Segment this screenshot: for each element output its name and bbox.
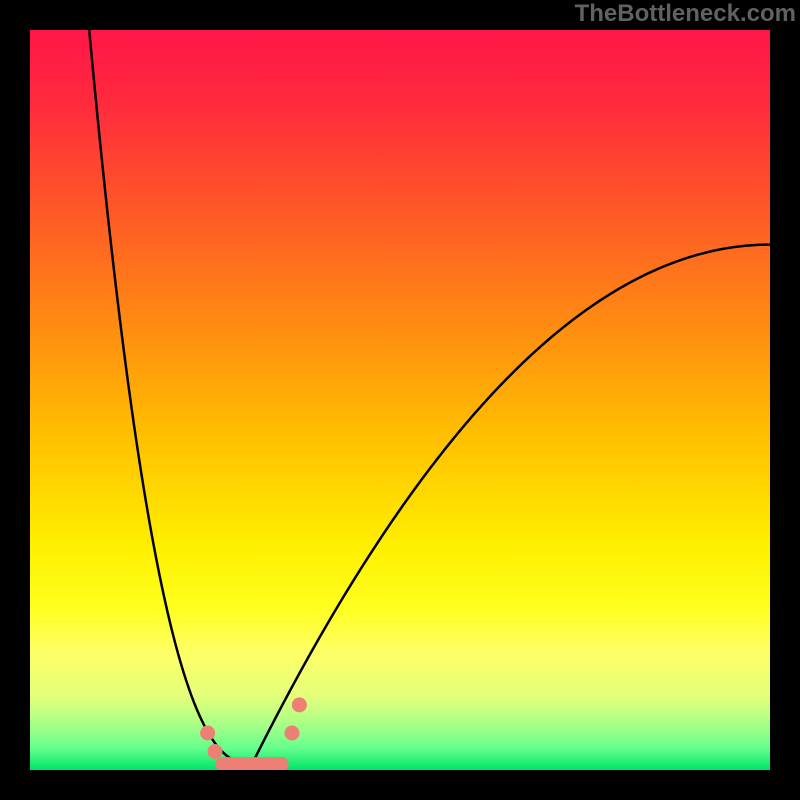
plot-svg [30,30,770,770]
gradient-background [30,30,770,770]
curve-marker [284,726,299,741]
curve-marker [200,726,215,741]
curve-marker [292,697,307,712]
watermark-text: TheBottleneck.com [575,0,796,28]
plot-area [30,30,770,770]
curve-marker [208,744,223,759]
chart-stage: TheBottleneck.com [0,0,800,800]
